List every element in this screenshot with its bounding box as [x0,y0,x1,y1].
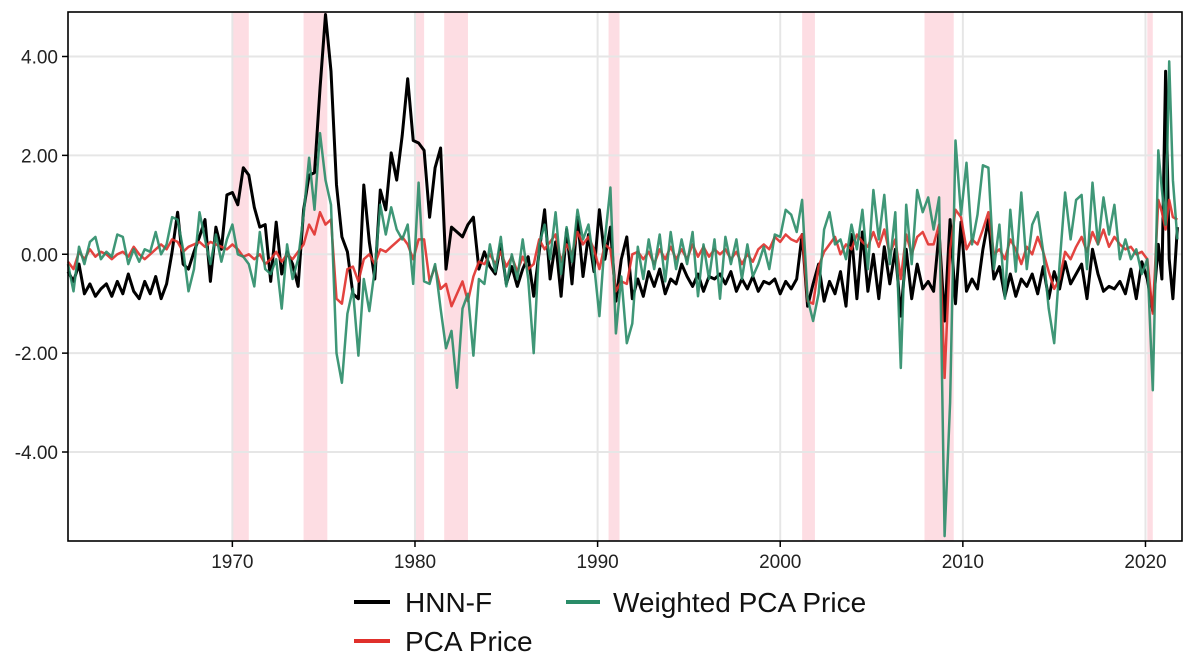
legend-label-pca-price: PCA Price [405,626,533,657]
y-tick-label-0: 4.00 [21,47,58,68]
axis-ticks: 1970 1980 1990 2000 2010 2020 4.00 2.00 0.00 -2.0… [15,47,1167,573]
recession-bands [232,12,1153,541]
y-tick-label-3: -2.00 [15,344,58,365]
x-tick-label-5: 2020 [1124,552,1166,573]
legend-item-weighted-pca-price: Weighted PCA Price [566,587,866,618]
y-tick-label-1: 2.00 [21,146,58,167]
y-tick-label-2: 0.00 [21,245,58,266]
legend-item-hnn-f: HNN-F [354,587,492,618]
recession-band-0 [232,12,249,541]
recession-band-3 [444,12,468,541]
series-line-hnn-f [66,13,1179,323]
x-tick-label-4: 2010 [942,552,984,573]
legend-label-weighted-pca-price: Weighted PCA Price [613,587,866,618]
recession-band-1 [303,12,328,541]
x-tick-label-2: 1990 [576,552,618,573]
legend-label-hnn-f: HNN-F [405,587,492,618]
x-tick-label-3: 2000 [759,552,801,573]
y-tick-label-4: -4.00 [15,443,58,464]
legend-item-pca-price: PCA Price [354,626,533,657]
legend: HNN-F Weighted PCA Price PCA Price [354,587,866,657]
recession-band-5 [802,12,815,541]
recession-band-2 [414,12,425,541]
series-line-pca-price [66,198,1178,380]
x-tick-label-1: 1980 [394,552,436,573]
series-lines [66,13,1179,538]
plot-frame [67,11,1183,542]
series-line-weighted-pca-price [66,60,1179,538]
x-tick-label-0: 1970 [211,552,253,573]
